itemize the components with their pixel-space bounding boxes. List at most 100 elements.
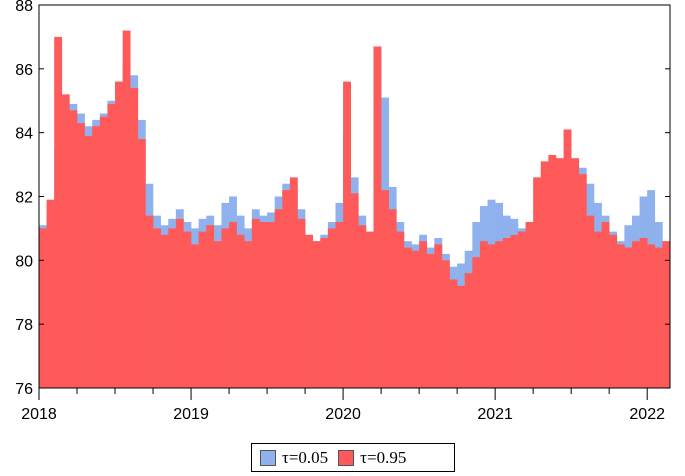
bar-series-2-65 [533, 177, 542, 388]
bar-series-2-81 [654, 247, 663, 388]
y-tick-label-1: 78 [15, 317, 33, 334]
x-tick-label-0: 2018 [21, 406, 57, 423]
bar-series-2-58 [479, 241, 488, 388]
bar-series-2-48 [403, 247, 412, 388]
bar-series-2-32 [282, 190, 291, 388]
legend: τ=0.05 τ=0.95 [251, 443, 455, 472]
bar-series-2-43 [365, 231, 374, 388]
bar-series-2-76 [616, 244, 625, 389]
series-2 [39, 30, 671, 389]
legend-swatch-series-2 [338, 449, 355, 466]
bar-series-2-45 [381, 190, 390, 388]
bar-series-2-26 [236, 234, 245, 388]
bar-series-2-24 [221, 228, 230, 388]
x-tick-label-2: 2020 [325, 406, 361, 423]
bar-series-2-36 [312, 241, 321, 388]
bar-series-2-72 [586, 215, 595, 388]
x-tick-label-3: 2021 [477, 406, 513, 423]
bar-series-2-7 [92, 126, 101, 388]
bar-series-2-38 [327, 228, 336, 388]
bar-series-2-30 [267, 222, 275, 388]
bar-series-2-49 [411, 250, 420, 388]
bar-series-2-16 [160, 234, 169, 388]
bar-series-2-31 [274, 209, 283, 388]
bar-series-2-20 [191, 244, 199, 389]
bar-series-2-11 [122, 30, 131, 389]
bar-series-2-55 [457, 285, 466, 388]
legend-item-series-2: τ=0.95 [338, 448, 406, 468]
legend-swatch-series-1 [260, 449, 276, 466]
bar-series-2-21 [198, 231, 207, 388]
bar-series-2-80 [647, 244, 656, 389]
bar-series-2-75 [609, 234, 618, 388]
bar-series-2-68 [555, 158, 564, 388]
axes: 76 78 80 82 84 86 88 2018 2019 2020 2021 2022 [15, 0, 670, 423]
bar-series-2-62 [510, 234, 519, 388]
bar-series-2-39 [335, 222, 344, 388]
y-tick-label-2: 80 [15, 253, 33, 270]
bar-series-2-14 [145, 215, 154, 388]
bar-series-2-18 [175, 218, 184, 388]
bar-series-2-44 [373, 46, 382, 389]
bar-series-2-78 [631, 241, 640, 388]
x-tick-label-1: 2019 [173, 406, 209, 423]
bar-series-2-37 [320, 237, 329, 388]
bar-series-2-2 [54, 36, 63, 389]
bar-series-2-9 [107, 103, 116, 388]
bar-series-2-56 [464, 273, 473, 388]
bar-series-2-59 [487, 244, 496, 389]
bar-series-2-42 [358, 225, 367, 388]
bar-series-2-77 [624, 247, 633, 388]
bar-series-2-71 [578, 174, 587, 388]
bar-series-2-5 [77, 123, 85, 388]
bar-series-2-67 [548, 155, 557, 388]
bar-series-2-10 [115, 81, 123, 388]
bar-series-2-46 [388, 209, 397, 388]
bar-series-2-51 [426, 253, 435, 388]
bar-series-2-33 [289, 177, 298, 388]
bar-series-2-74 [601, 222, 610, 388]
bar-series-2-4 [69, 110, 78, 388]
legend-label-series-1: τ=0.05 [282, 447, 329, 467]
bar-series-2-22 [206, 225, 215, 388]
legend-item-series-1: τ=0.05 [260, 448, 328, 468]
bar-series-2-70 [571, 158, 580, 388]
bar-series-2-47 [396, 231, 405, 388]
bar-series-2-50 [419, 241, 428, 388]
bar-series-2-25 [229, 222, 237, 388]
plot-area [39, 30, 671, 389]
bar-series-2-60 [495, 241, 504, 388]
bar-series-2-1 [46, 199, 55, 388]
bar-series-2-29 [259, 222, 268, 388]
bar-series-2-6 [84, 135, 93, 388]
y-tick-label-0: 76 [15, 381, 33, 398]
y-tick-label-5: 86 [15, 62, 33, 79]
bar-series-2-54 [449, 279, 458, 388]
bar-series-2-79 [639, 237, 648, 388]
bar-series-2-57 [472, 257, 481, 388]
bar-series-2-27 [244, 241, 253, 388]
legend-label-series-2: τ=0.95 [360, 447, 407, 467]
y-tick-label-6: 88 [15, 0, 33, 15]
bar-series-2-13 [137, 139, 146, 388]
bar-series-2-63 [517, 231, 526, 388]
bar-series-2-52 [434, 244, 443, 389]
bar-series-2-28 [251, 218, 260, 388]
bar-series-2-73 [593, 231, 602, 388]
bar-series-2-8 [99, 116, 108, 389]
bar-series-2-35 [305, 234, 313, 388]
bar-series-2-23 [213, 241, 222, 388]
bar-series-2-0 [39, 228, 47, 388]
bar-series-2-69 [563, 129, 572, 389]
bar-series-2-15 [153, 228, 161, 388]
bar-series-2-40 [343, 81, 351, 388]
bar-series-2-34 [297, 218, 306, 388]
bar-series-2-66 [540, 161, 549, 388]
x-tick-label-4: 2022 [629, 406, 665, 423]
bar-series-2-3 [61, 94, 70, 389]
bar-series-2-64 [525, 222, 534, 388]
bar-series-2-41 [350, 193, 359, 388]
bar-series-2-82 [662, 241, 671, 388]
